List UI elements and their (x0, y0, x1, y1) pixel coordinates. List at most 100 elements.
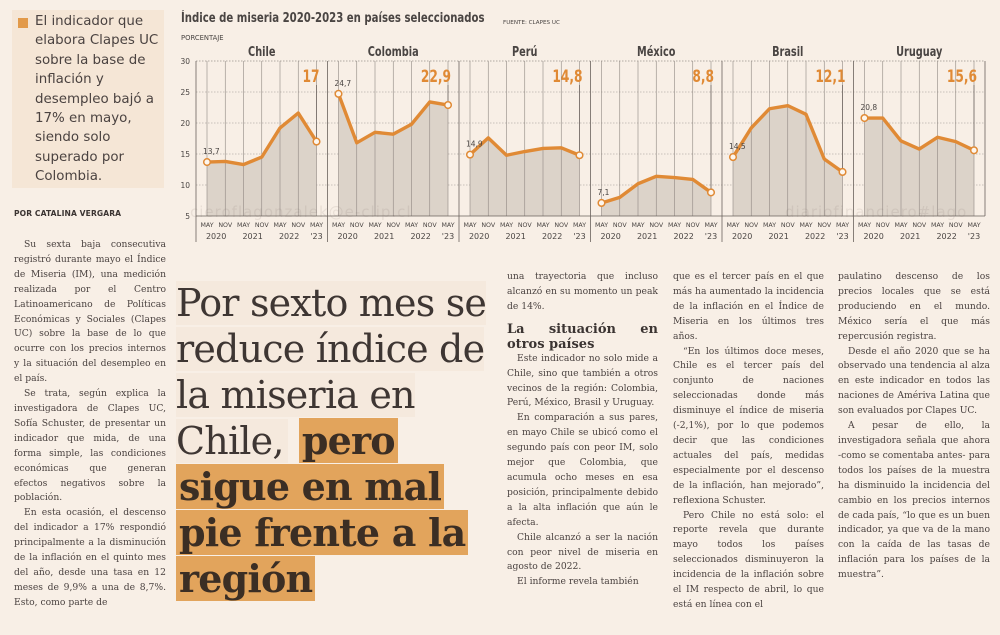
x-year-label: 2021 (505, 232, 525, 241)
data-point (706, 188, 716, 197)
series-line (862, 116, 976, 152)
start-value-label: 24,7 (335, 79, 352, 88)
start-value-label: 7,1 (598, 188, 610, 197)
x-month-label: MAY (894, 222, 907, 229)
x-month-label: MAY (500, 222, 513, 229)
x-month-label: MAY (799, 222, 812, 229)
data-point (334, 89, 343, 98)
start-value-label: 13,7 (203, 147, 220, 156)
start-value-label: 14,9 (466, 140, 483, 149)
x-month-label: NOV (686, 222, 701, 229)
country-label: Brasil (772, 44, 803, 60)
article-column-4: que es el tercer país en el que más ha a… (673, 270, 824, 613)
x-month-label: NOV (949, 222, 964, 229)
data-point (465, 150, 475, 159)
chart-ylabel: PORCENTAJE (181, 34, 224, 42)
x-month-label: NOV (291, 222, 306, 229)
x-year-label: 2022 (279, 232, 299, 241)
x-month-label: MAY (704, 222, 717, 229)
x-month-label: NOV (781, 222, 796, 229)
paragraph: Se trata, según explica la investigadora… (14, 388, 166, 504)
y-tick-label: 30 (180, 57, 190, 66)
x-month-label: MAY (931, 222, 944, 229)
x-year-label: '23 (573, 232, 585, 241)
x-month-label: NOV (423, 222, 438, 229)
article-column-3: una trayectoria que incluso alcanzó en s… (507, 270, 658, 590)
x-month-label: MAY (237, 222, 250, 229)
paragraph: una trayectoria que incluso alcanzó en s… (507, 271, 658, 312)
data-point (728, 153, 738, 162)
paragraph: paulatino descenso de los precios locale… (838, 271, 990, 342)
series-line (336, 92, 450, 145)
end-value-label: 15,6 (947, 67, 977, 87)
data-point (202, 158, 212, 167)
paragraph: que es el tercer país en el que más ha a… (673, 271, 824, 342)
x-month-label: NOV (613, 222, 628, 229)
x-year-label: 2020 (337, 232, 357, 241)
country-label: México (637, 44, 675, 60)
x-year-label: 2020 (469, 232, 489, 241)
data-point (969, 146, 979, 155)
x-month-label: MAY (332, 222, 345, 229)
x-year-label: '23 (968, 232, 980, 241)
x-year-label: 2021 (374, 232, 394, 241)
x-month-label: MAY (631, 222, 644, 229)
end-value-label: 12,1 (815, 67, 845, 87)
paragraph: En esta ocasión, el descenso del indicad… (14, 507, 166, 608)
x-month-label: NOV (218, 222, 233, 229)
x-year-label: 2021 (768, 232, 788, 241)
x-month-label: MAY (405, 222, 418, 229)
x-month-label: MAY (595, 222, 608, 229)
x-month-label: NOV (350, 222, 365, 229)
x-month-label: MAY (967, 222, 980, 229)
paragraph: Desde el año 2020 que se ha observado un… (838, 345, 990, 417)
x-month-label: MAY (836, 222, 849, 229)
data-point (838, 167, 847, 177)
start-value-label: 14,5 (729, 142, 746, 151)
country-label: Colombia (368, 44, 419, 60)
end-value-label: 8,8 (692, 67, 714, 87)
x-year-label: 2021 (900, 232, 920, 241)
data-point (860, 113, 869, 123)
data-point (312, 137, 321, 146)
x-month-label: NOV (518, 222, 533, 229)
paragraph: En comparación a sus pares, en mayo Chil… (507, 412, 658, 528)
x-month-label: NOV (554, 222, 569, 229)
chart-source: FUENTE: CLAPES UC (503, 20, 560, 26)
x-year-label: '23 (705, 232, 717, 241)
x-month-label: MAY (726, 222, 739, 229)
country-label: Perú (512, 44, 537, 60)
x-month-label: NOV (912, 222, 927, 229)
paragraph: Chile alcanzó a ser la nación con peor n… (507, 531, 658, 573)
x-month-label: MAY (441, 222, 454, 229)
y-tick-label: 25 (180, 88, 190, 97)
x-month-label: MAY (310, 222, 323, 229)
series-line (599, 174, 713, 205)
x-year-label: 2021 (637, 232, 657, 241)
x-year-label: 2022 (673, 232, 693, 241)
headline: Por sexto mes se reduce índice de la mis… (176, 280, 496, 602)
x-month-label: MAY (536, 222, 549, 229)
data-point (575, 151, 584, 160)
subheading: La situación en otros países (507, 321, 658, 352)
article-column-1: Su sexta baja consecutiva registró duran… (14, 238, 166, 611)
x-month-label: NOV (649, 222, 664, 229)
x-month-label: NOV (876, 222, 891, 229)
summary-box: El indicador que elabora Clapes UC sobre… (12, 10, 164, 188)
x-year-label: 2022 (805, 232, 825, 241)
data-point (597, 198, 606, 208)
summary-text: El indicador que elabora Clapes UC sobre… (35, 14, 159, 185)
paragraph: Su sexta baja consecutiva registró duran… (14, 239, 166, 385)
x-year-label: '23 (836, 232, 848, 241)
end-value-label: 22,9 (421, 67, 451, 87)
y-tick-label: 10 (180, 181, 190, 190)
x-month-label: NOV (386, 222, 401, 229)
paragraph: Pero Chile no está solo: el reporte reve… (673, 509, 824, 610)
x-year-label: 2021 (242, 232, 262, 241)
x-month-label: NOV (481, 222, 496, 229)
series-line (205, 111, 319, 167)
x-month-label: NOV (817, 222, 832, 229)
country-label: Uruguay (896, 44, 943, 60)
x-year-label: 2022 (542, 232, 562, 241)
